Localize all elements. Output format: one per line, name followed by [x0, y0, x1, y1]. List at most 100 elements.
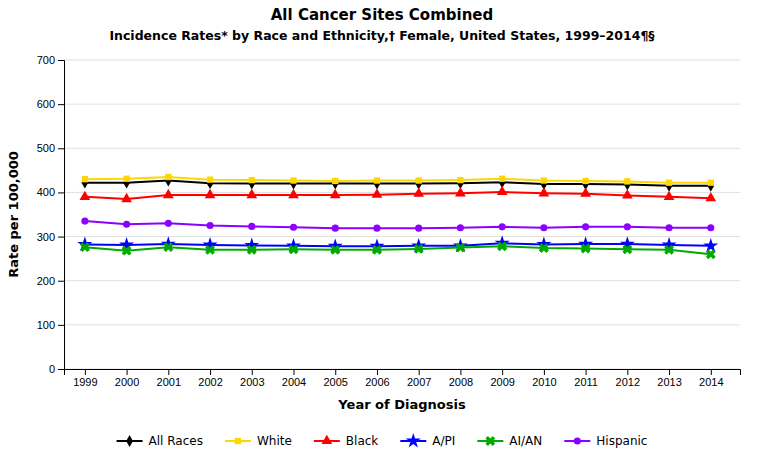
tick-label: 2012 [616, 376, 640, 388]
point [290, 224, 297, 231]
point [121, 193, 132, 202]
point [453, 240, 468, 255]
subtitle: Incidence Rates* by Race and Ethnicity,†… [109, 28, 655, 43]
legend-label: White [257, 434, 292, 448]
point [206, 222, 213, 229]
point [207, 177, 214, 189]
point [248, 223, 255, 230]
legend-item: Hispanic [564, 434, 647, 448]
tick: 1999 [73, 369, 97, 388]
point [707, 224, 714, 231]
point [703, 238, 718, 252]
legend-marker [483, 434, 498, 449]
tick-mark [252, 369, 253, 375]
tick: 600 [37, 98, 64, 110]
tick-label: 100 [37, 319, 55, 331]
axis-line [58, 61, 65, 370]
series-line [85, 177, 711, 183]
tick-label: 2000 [115, 376, 139, 388]
tick-mark [58, 148, 64, 149]
tick-label: 2001 [157, 376, 181, 388]
point [622, 189, 633, 198]
title: All Cancer Sites Combined [271, 6, 493, 24]
tick-label: 200 [37, 275, 55, 287]
legend-item: Black [314, 434, 379, 448]
tick-mark [58, 369, 64, 370]
tick: 2002 [198, 369, 222, 388]
legend-item: AI/AN [477, 434, 542, 449]
tick-label: 400 [37, 186, 55, 198]
point [161, 240, 176, 255]
tick-label: 2006 [365, 376, 389, 388]
tick-label: 700 [37, 54, 55, 66]
legend-label: Hispanic [596, 434, 647, 448]
tick: 2006 [365, 369, 389, 388]
point [665, 224, 672, 231]
point [620, 242, 635, 257]
tick: 2013 [657, 369, 681, 388]
tick-label: 2011 [574, 376, 598, 388]
tick: 100 [37, 319, 64, 331]
grid-line [64, 148, 740, 149]
series-line [85, 243, 711, 246]
y-axis-title: Rate per 100,000 [6, 151, 21, 278]
point [81, 177, 88, 189]
grid-line [64, 236, 740, 237]
point [328, 242, 343, 257]
tick: 2007 [407, 369, 431, 388]
tick: 2009 [490, 369, 514, 388]
tick-mark [627, 369, 628, 375]
point [165, 174, 171, 180]
tick-mark [711, 369, 712, 375]
point [539, 187, 550, 196]
series [82, 174, 714, 186]
point [411, 242, 426, 257]
tick-mark [58, 281, 64, 282]
tick-mark [460, 369, 461, 375]
point [207, 176, 213, 182]
tick-mark [58, 237, 64, 238]
tick: 0 [49, 363, 64, 375]
series-line [85, 221, 711, 228]
point [415, 225, 422, 232]
point [246, 189, 257, 198]
point [582, 223, 589, 230]
point [708, 180, 714, 186]
tick-mark [58, 192, 64, 193]
tick-label: 2010 [532, 376, 556, 388]
point [666, 180, 672, 186]
point [497, 186, 508, 195]
tick: 2003 [240, 369, 264, 388]
tick-label: 2013 [657, 376, 681, 388]
point [123, 176, 129, 182]
point [662, 242, 677, 257]
tick-label: 2002 [198, 376, 222, 388]
tick-mark [419, 369, 420, 375]
tick-mark [335, 369, 336, 375]
legend: All RacesWhiteBlackA/PIAI/ANHispanic [117, 433, 648, 448]
series [79, 186, 716, 202]
tick: 300 [37, 231, 64, 243]
tick-label: 2004 [282, 376, 306, 388]
series-line [85, 192, 711, 199]
tick-mark [168, 369, 169, 375]
tick: 2005 [323, 369, 347, 388]
legend-label: A/PI [432, 434, 455, 448]
point [290, 178, 297, 190]
tick: 2010 [532, 369, 556, 388]
legend-marker [235, 438, 241, 444]
tick: 500 [37, 142, 64, 154]
point [705, 192, 716, 201]
tick: 700 [37, 54, 64, 66]
point [455, 187, 466, 196]
point [413, 188, 424, 197]
point [624, 179, 631, 191]
point [457, 177, 463, 183]
tick: 2000 [115, 369, 139, 388]
tick-label: 2007 [407, 376, 431, 388]
point [370, 242, 385, 257]
point [165, 175, 172, 187]
plot-area [77, 174, 718, 262]
point [332, 178, 338, 184]
tick-mark [127, 369, 128, 375]
